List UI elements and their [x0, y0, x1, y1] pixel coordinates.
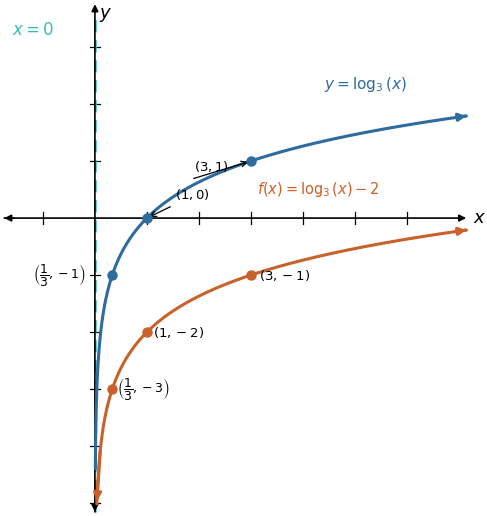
Text: $x$: $x$ [473, 209, 487, 227]
Text: $f(x) = \log_3(x) - 2$: $f(x) = \log_3(x) - 2$ [257, 180, 380, 199]
Text: $y = \log_3(x)$: $y = \log_3(x)$ [324, 75, 407, 93]
Text: $(3, -1)$: $(3, -1)$ [259, 268, 310, 283]
Text: $\left(\dfrac{1}{3}, -1\right)$: $\left(\dfrac{1}{3}, -1\right)$ [33, 262, 86, 288]
Text: $\left(\dfrac{1}{3}, -3\right)$: $\left(\dfrac{1}{3}, -3\right)$ [117, 376, 170, 402]
Text: $(3, 1)$: $(3, 1)$ [194, 158, 228, 173]
Text: $(1, -2)$: $(1, -2)$ [153, 325, 204, 340]
Text: $x = 0$: $x = 0$ [12, 21, 54, 39]
Text: $y$: $y$ [99, 6, 112, 24]
Text: $(1, 0)$: $(1, 0)$ [175, 187, 210, 202]
